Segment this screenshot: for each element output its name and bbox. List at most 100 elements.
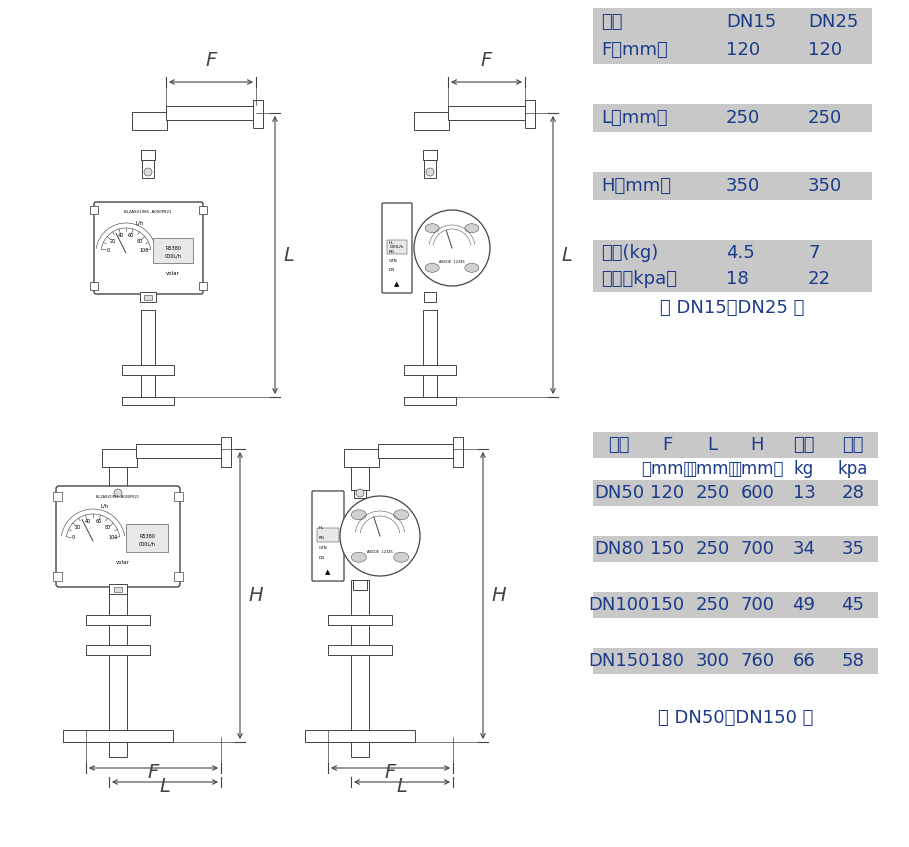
- Text: H: H: [491, 586, 505, 605]
- Bar: [141, 310, 155, 365]
- Text: 250: 250: [695, 484, 730, 502]
- Text: BL2AXV1985  A000P821: BL2AXV1985 A000P821: [96, 495, 139, 499]
- Text: 重量(kg): 重量(kg): [601, 244, 658, 262]
- Text: 250: 250: [695, 596, 730, 614]
- Bar: [221, 437, 231, 467]
- Bar: [199, 206, 207, 214]
- Bar: [414, 112, 449, 130]
- Text: F: F: [148, 763, 159, 782]
- Bar: [112, 488, 124, 498]
- Text: 40: 40: [118, 233, 125, 238]
- Bar: [305, 730, 415, 742]
- Text: F: F: [481, 51, 492, 70]
- Bar: [387, 240, 407, 254]
- Bar: [378, 444, 456, 458]
- Text: 4.5: 4.5: [726, 244, 754, 262]
- Text: DN: DN: [319, 556, 325, 560]
- Bar: [141, 150, 155, 160]
- Text: DN150: DN150: [588, 652, 650, 670]
- Bar: [593, 432, 878, 458]
- Text: 7: 7: [808, 244, 820, 262]
- Bar: [351, 580, 369, 615]
- Bar: [351, 625, 369, 645]
- Bar: [351, 655, 369, 730]
- Text: HL: HL: [389, 241, 395, 245]
- Text: 000L/h: 000L/h: [138, 541, 155, 546]
- Text: 000L/h: 000L/h: [165, 253, 182, 258]
- Bar: [593, 172, 872, 200]
- FancyBboxPatch shape: [312, 491, 344, 581]
- Text: 120: 120: [726, 41, 760, 59]
- Circle shape: [144, 168, 152, 176]
- Ellipse shape: [464, 224, 479, 233]
- Text: 300: 300: [695, 652, 730, 670]
- Text: 58: 58: [842, 652, 864, 670]
- Text: L: L: [283, 246, 294, 264]
- Text: kpa: kpa: [838, 460, 868, 478]
- Bar: [593, 8, 872, 36]
- Text: 0: 0: [106, 247, 110, 252]
- Text: ABCDE  12345: ABCDE 12345: [439, 260, 464, 264]
- Text: 22: 22: [808, 270, 831, 288]
- Circle shape: [414, 210, 490, 286]
- Text: H: H: [248, 586, 263, 605]
- Text: 口径: 口径: [608, 436, 630, 454]
- Bar: [353, 580, 367, 590]
- Bar: [199, 282, 207, 290]
- Text: GTN: GTN: [389, 259, 397, 263]
- Bar: [109, 655, 127, 730]
- Bar: [317, 528, 339, 542]
- Text: DN100: DN100: [588, 596, 650, 614]
- Bar: [140, 292, 156, 302]
- Text: 20: 20: [109, 239, 115, 244]
- Bar: [423, 310, 437, 365]
- Text: 350: 350: [808, 177, 843, 195]
- Bar: [122, 397, 174, 405]
- Bar: [593, 592, 878, 618]
- Text: R5380: R5380: [139, 534, 155, 539]
- Bar: [351, 742, 369, 757]
- Ellipse shape: [351, 552, 366, 562]
- Text: 760: 760: [741, 652, 774, 670]
- Bar: [90, 206, 98, 214]
- Bar: [122, 365, 174, 375]
- Bar: [136, 444, 224, 458]
- Bar: [593, 480, 878, 506]
- Bar: [593, 266, 872, 292]
- Text: 49: 49: [793, 596, 815, 614]
- Text: 120: 120: [808, 41, 842, 59]
- Text: 18: 18: [726, 270, 749, 288]
- Text: 700: 700: [741, 596, 774, 614]
- Bar: [453, 437, 463, 467]
- Bar: [102, 449, 137, 467]
- Text: F: F: [385, 763, 396, 782]
- Text: DN15: DN15: [726, 13, 776, 31]
- Text: L: L: [561, 246, 572, 264]
- Bar: [351, 465, 369, 490]
- Text: （ DN15～DN25 ）: （ DN15～DN25 ）: [660, 299, 804, 317]
- Text: 700: 700: [741, 540, 774, 558]
- Text: ABCDE  12345: ABCDE 12345: [367, 550, 393, 554]
- Text: 600: 600: [741, 484, 774, 502]
- Text: RG: RG: [319, 536, 325, 540]
- Text: 80: 80: [136, 239, 143, 244]
- Text: 28: 28: [842, 484, 864, 502]
- Bar: [114, 587, 122, 592]
- Text: 80: 80: [105, 525, 111, 530]
- Text: 压损（kpa）: 压损（kpa）: [601, 270, 677, 288]
- Ellipse shape: [464, 263, 479, 272]
- Bar: [109, 580, 127, 615]
- Circle shape: [114, 489, 122, 497]
- Text: F: F: [205, 51, 216, 70]
- Bar: [142, 160, 154, 178]
- Bar: [126, 524, 168, 552]
- Text: 45: 45: [842, 596, 864, 614]
- Bar: [593, 536, 878, 562]
- Text: DN: DN: [389, 268, 395, 272]
- Text: 150: 150: [651, 540, 684, 558]
- Text: 180: 180: [651, 652, 684, 670]
- Bar: [166, 106, 256, 120]
- Bar: [404, 365, 456, 375]
- Text: （mm）: （mm）: [731, 460, 784, 478]
- Bar: [141, 375, 155, 397]
